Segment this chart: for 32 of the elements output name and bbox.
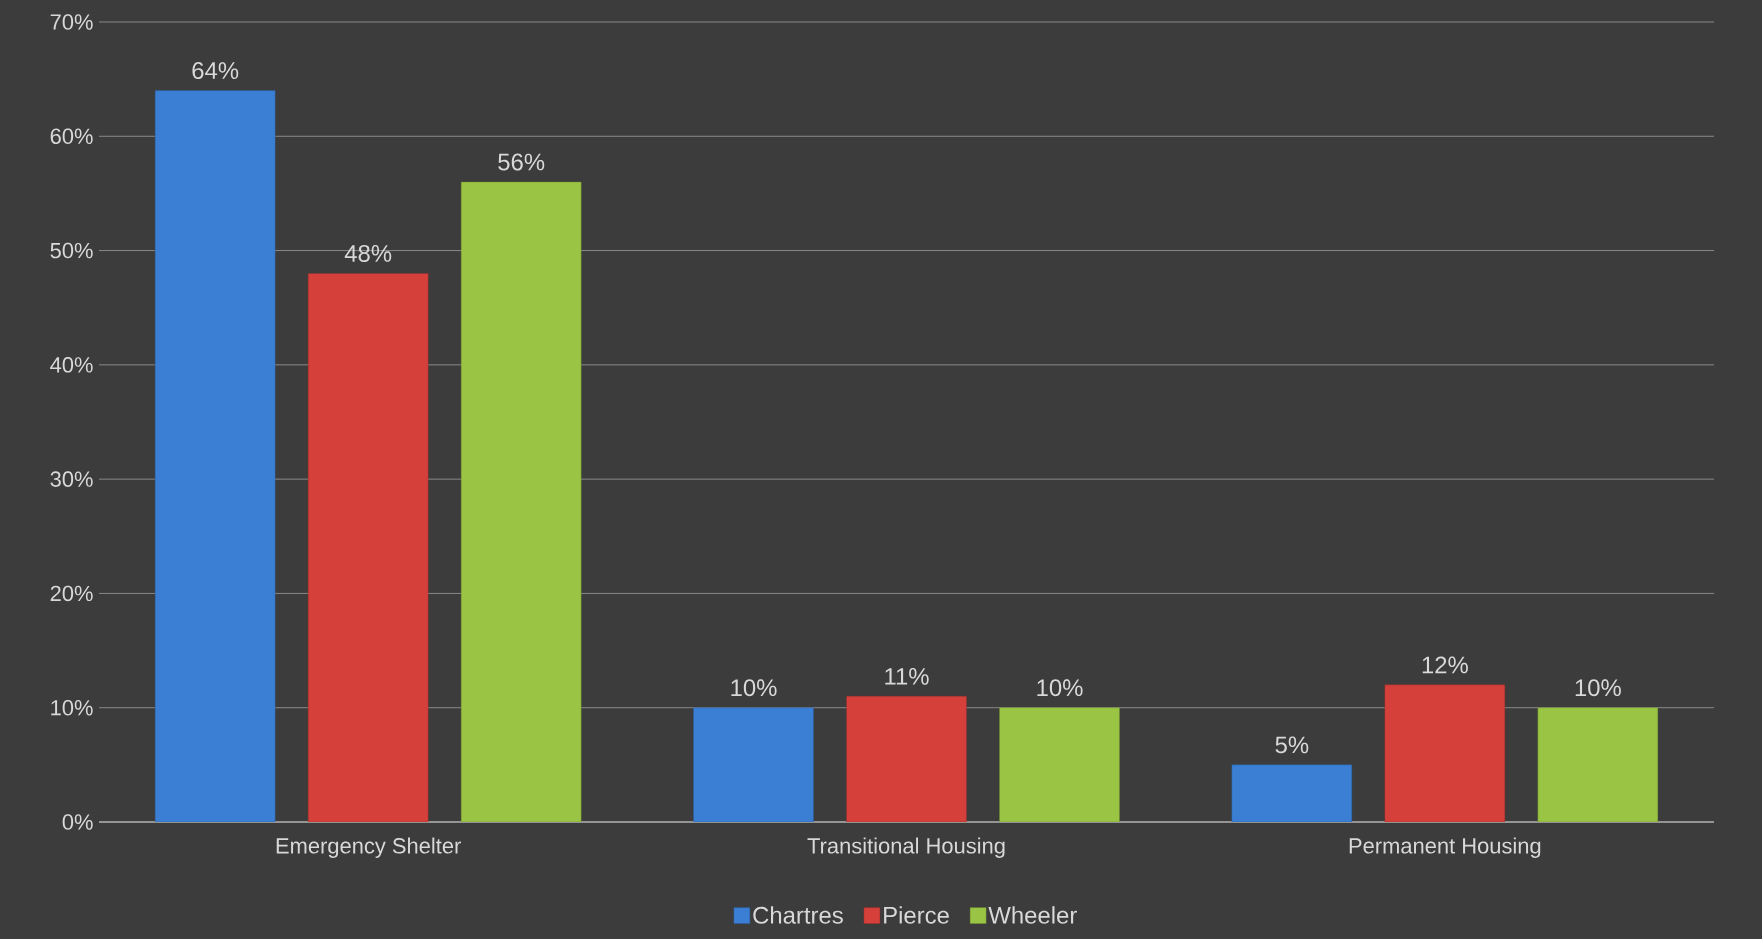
y-tick-label: 20%: [50, 585, 93, 602]
y-tick-label: 40%: [50, 357, 93, 373]
data-label: 56%: [498, 153, 545, 171]
x-tick-label: Permanent Housing: [1349, 837, 1541, 858]
data-label: 12%: [1422, 656, 1468, 674]
bar: [1384, 684, 1506, 822]
legend-label: Chartres: [753, 906, 843, 924]
x-tick-label: Emergency Shelter: [276, 837, 461, 858]
data-label: 48%: [344, 244, 392, 262]
data-label: 10%: [731, 679, 777, 697]
y-tick-label: 50%: [50, 242, 93, 259]
bar: [693, 707, 814, 822]
y-tick-label: 0%: [62, 814, 93, 830]
legend-label: Wheeler: [988, 906, 1077, 924]
bar: [307, 273, 429, 822]
y-tick-label: 30%: [50, 471, 93, 487]
data-label: 64%: [192, 62, 239, 80]
data-label: 5%: [1275, 736, 1309, 754]
bar: [999, 707, 1120, 822]
bar: [154, 90, 276, 822]
bar: [1231, 764, 1353, 822]
bar: [460, 181, 582, 822]
x-tick-label: Transitional Housing: [807, 837, 1005, 858]
data-label: 11%: [885, 668, 929, 685]
y-tick-label: 60%: [50, 128, 93, 145]
data-label: 10%: [1037, 679, 1083, 697]
bar: [846, 696, 967, 822]
legend-label: Pierce: [884, 906, 949, 924]
bar: [1537, 707, 1659, 822]
data-label: 10%: [1575, 679, 1621, 697]
y-tick-label: 70%: [50, 14, 93, 30]
y-tick-label: 10%: [51, 699, 93, 716]
